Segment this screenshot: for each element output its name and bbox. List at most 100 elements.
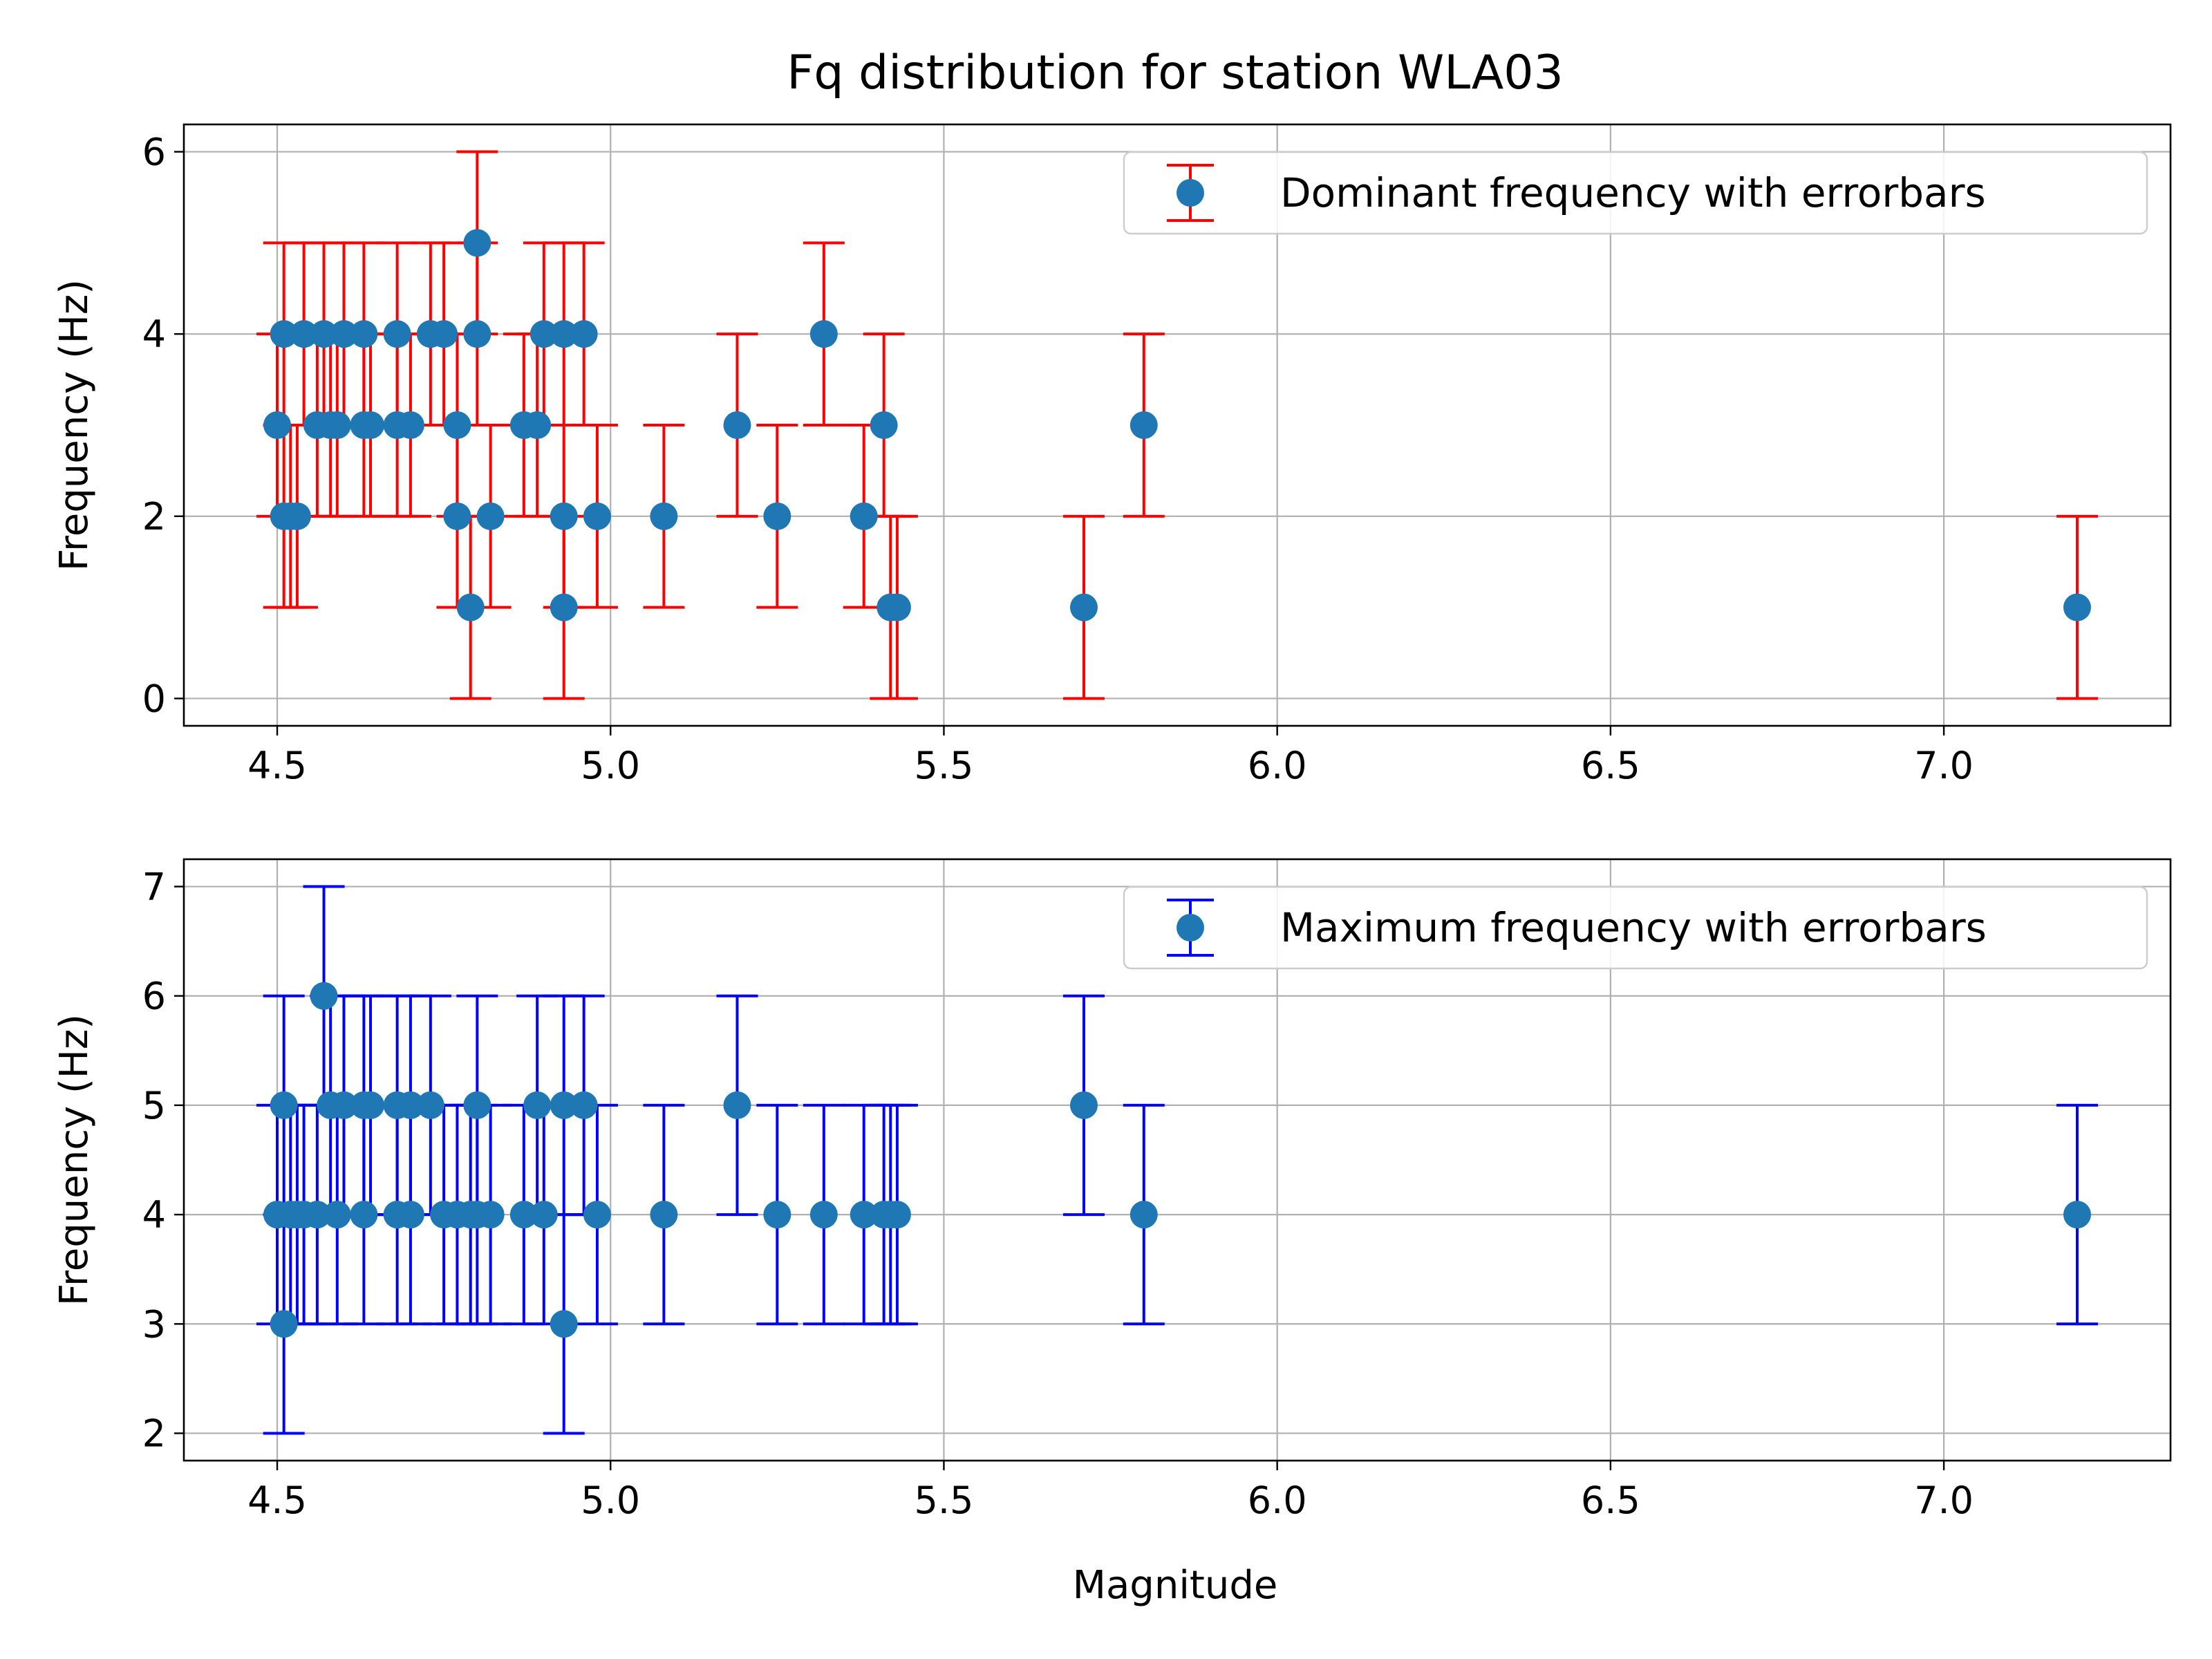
x-tick-label: 5.0 (581, 744, 640, 787)
data-point (550, 1310, 578, 1338)
dominant-frequency-panel: 4.5 5.0 5.5 6.0 6.5 7.0 0 2 4 6 Frequency (Hz) Domi… (52, 123, 2172, 787)
data-point (456, 593, 485, 621)
x-tick-label: 7.0 (1914, 744, 1974, 787)
data-point (310, 982, 338, 1010)
data-point (350, 1201, 378, 1229)
y-tick-label: 2 (142, 1412, 166, 1455)
legend-box (1123, 151, 2148, 235)
legend-label: Maximum frequency with errorbars (1280, 904, 1987, 951)
y-tick-label: 0 (142, 677, 166, 720)
data-point (290, 320, 318, 348)
y-axis-label: Frequency (Hz) (52, 1014, 97, 1306)
x-tick-label: 4.5 (247, 1479, 307, 1522)
data-point (583, 502, 611, 530)
data-point (2063, 593, 2091, 621)
y-tick-label: 5 (142, 1084, 166, 1127)
y-tick-label: 3 (142, 1302, 166, 1346)
data-point (270, 320, 298, 348)
data-point (443, 502, 471, 530)
data-point (809, 1201, 838, 1229)
legend-box (1123, 885, 2148, 970)
data-point (323, 1201, 351, 1229)
data-point (570, 320, 598, 348)
data-point (476, 1201, 505, 1229)
data-point (570, 1091, 598, 1119)
x-tick-label: 6.0 (1248, 744, 1307, 787)
y-tick-label: 6 (142, 131, 166, 174)
data-point (323, 411, 351, 439)
data-point (583, 1201, 611, 1229)
data-point (883, 593, 911, 621)
legend-marker (1177, 179, 1204, 207)
data-point (1130, 1201, 1158, 1229)
data-point (350, 320, 378, 348)
data-point (283, 502, 311, 530)
data-point (883, 1201, 911, 1229)
data-point (463, 320, 491, 348)
data-point (523, 411, 552, 439)
x-tick-label: 4.5 (247, 744, 307, 787)
x-tick-label: 7.0 (1914, 1479, 1974, 1522)
x-axis-label: Magnitude (1073, 1563, 1278, 1608)
y-tick-label: 4 (142, 1193, 166, 1237)
data-point (529, 320, 558, 348)
data-point (809, 320, 838, 348)
data-point (443, 411, 471, 439)
data-point (763, 502, 791, 530)
y-tick-label: 6 (142, 975, 166, 1018)
axes-frame (182, 123, 2172, 727)
data-point (650, 502, 678, 530)
legend-marker (1177, 914, 1204, 941)
data-point (463, 1091, 491, 1119)
data-point (357, 411, 385, 439)
data-point (550, 593, 578, 621)
data-point (463, 229, 491, 257)
data-point (1069, 1091, 1098, 1119)
x-tick-label: 5.5 (915, 1479, 974, 1522)
y-tick-label: 7 (142, 865, 166, 909)
data-point (396, 1091, 424, 1119)
data-point (270, 1310, 298, 1338)
data-point (383, 320, 411, 348)
data-point (870, 411, 898, 439)
data-point (509, 1201, 538, 1229)
data-point (650, 1201, 678, 1229)
data-point (550, 320, 578, 348)
chart-title: Fq distribution for station WLA03 (787, 46, 1564, 100)
data-point (263, 411, 292, 439)
y-tick-label: 2 (142, 495, 166, 538)
data-point (396, 411, 424, 439)
y-axis-label: Frequency (Hz) (52, 279, 97, 571)
data-point (550, 502, 578, 530)
data-point (310, 320, 338, 348)
data-point (723, 1091, 751, 1119)
x-tick-label: 6.5 (1581, 744, 1640, 787)
data-point (357, 1091, 385, 1119)
data-point (476, 502, 505, 530)
maximum-frequency-panel: 4.5 5.0 5.5 6.0 6.5 7.0 2 3 4 5 6 7 Frequency (Hz) Ma… (52, 858, 2172, 1522)
data-point (330, 1091, 358, 1119)
legend: Maximum frequency with errorbars (1123, 885, 2148, 970)
data-point (550, 1091, 578, 1119)
data-point (270, 1091, 298, 1119)
data-point (850, 502, 878, 530)
data-point (2063, 1201, 2091, 1229)
data-point (396, 1201, 424, 1229)
data-point (1130, 411, 1158, 439)
y-tick-label: 4 (142, 312, 166, 356)
data-point (430, 320, 458, 348)
x-tick-label: 6.0 (1248, 1479, 1307, 1522)
data-point (1069, 593, 1098, 621)
x-tick-label: 5.0 (581, 1479, 640, 1522)
x-tick-label: 6.5 (1581, 1479, 1640, 1522)
legend: Dominant frequency with errorbars (1123, 151, 2148, 235)
data-point (523, 1091, 552, 1119)
axes-frame (182, 858, 2172, 1462)
x-tick-label: 5.5 (915, 744, 974, 787)
data-point (303, 1201, 331, 1229)
data-point (529, 1201, 558, 1229)
legend-label: Dominant frequency with errorbars (1280, 169, 1986, 216)
data-point (416, 1091, 444, 1119)
data-point (330, 320, 358, 348)
